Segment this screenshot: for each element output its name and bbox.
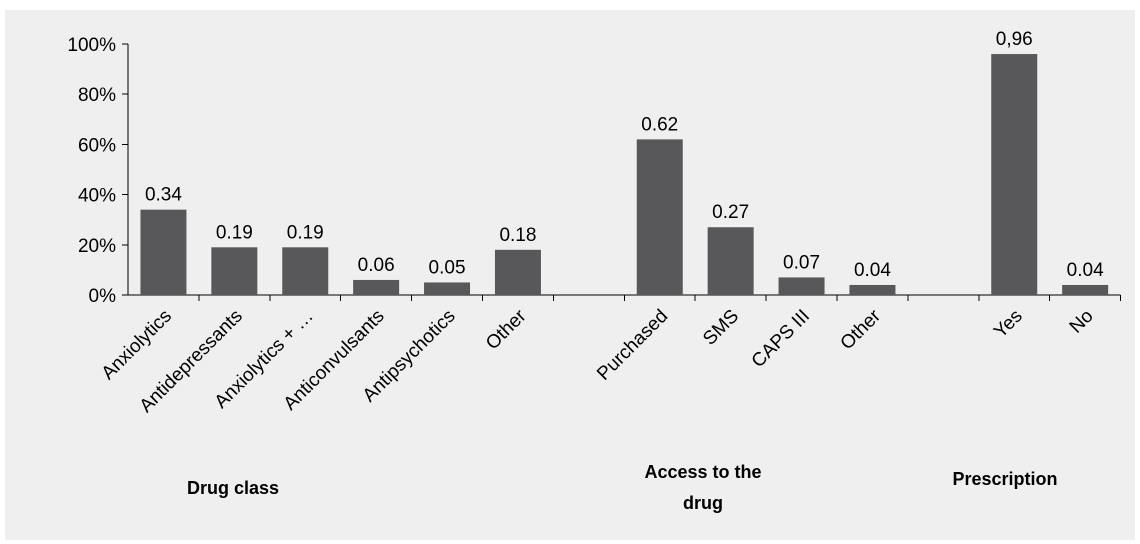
data-label: 0.05 [429, 257, 466, 278]
group-label: Drug class [187, 478, 279, 498]
bar [849, 284, 896, 295]
bar [707, 227, 754, 295]
y-tick-label: 0% [89, 286, 117, 307]
data-label: 0.34 [145, 185, 182, 206]
category-label: SMS [699, 306, 743, 350]
data-label: 0.06 [358, 255, 395, 276]
category-label: CAPS III [748, 306, 814, 372]
chart-frame [5, 10, 1135, 540]
data-label: 0.27 [712, 202, 749, 223]
group-label: Prescription [952, 469, 1057, 489]
data-label: 0,96 [996, 29, 1033, 50]
bar [211, 247, 258, 295]
bar [494, 249, 541, 295]
category-label: Yes [990, 306, 1027, 343]
bar [353, 279, 400, 295]
bar [140, 209, 187, 295]
category-label: No [1066, 306, 1098, 338]
data-label: 0.04 [1067, 260, 1104, 281]
y-tick-label: 100% [67, 35, 116, 56]
y-tick-label: 60% [78, 135, 116, 156]
category-label: Purchased [593, 306, 672, 385]
y-tick-label: 40% [78, 186, 116, 207]
bar [282, 247, 329, 295]
y-tick-label: 80% [78, 85, 116, 106]
y-tick-label: 20% [78, 236, 116, 257]
bar [1062, 284, 1109, 295]
data-label: 0.19 [287, 222, 324, 243]
data-label: 0.19 [216, 222, 253, 243]
bar [424, 282, 471, 295]
bar [778, 277, 825, 295]
data-label: 0.04 [854, 260, 891, 281]
data-label: 0.18 [499, 225, 536, 246]
category-label: Other [482, 305, 531, 354]
data-label: 0.07 [783, 252, 820, 273]
category-label: Other [837, 305, 886, 354]
bar [636, 139, 683, 295]
data-label: 0.62 [641, 114, 678, 135]
bar [991, 54, 1038, 295]
group-label: Access to the drug [644, 462, 761, 513]
